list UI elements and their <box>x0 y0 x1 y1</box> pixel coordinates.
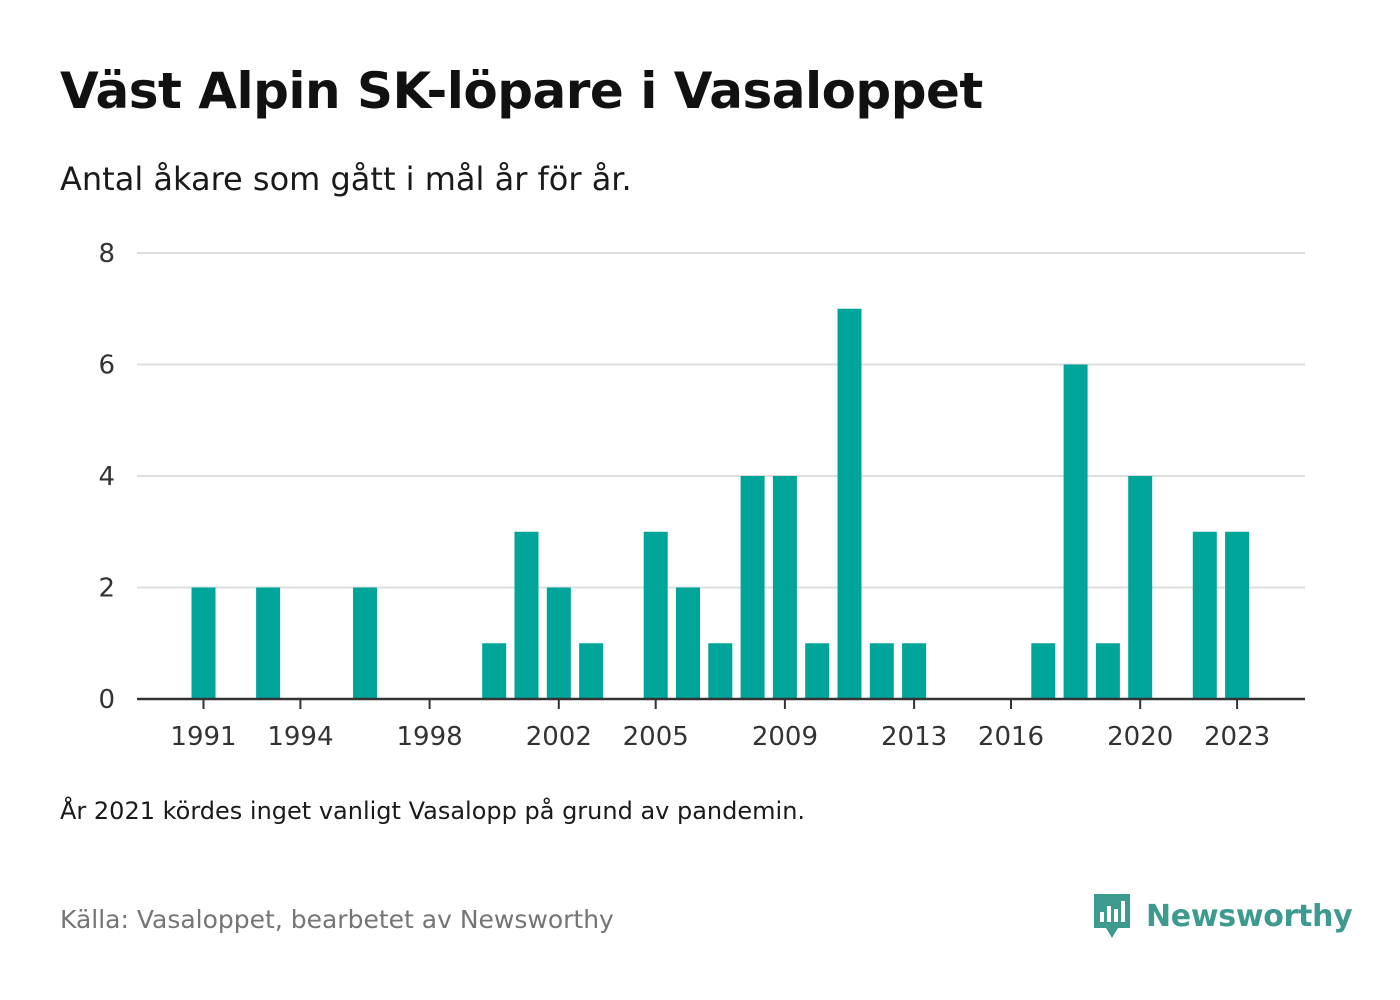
bars <box>191 308 1250 699</box>
x-tick-label: 1998 <box>397 722 463 752</box>
bar-2006 <box>676 587 700 699</box>
x-tick-label: 2005 <box>623 722 689 752</box>
y-tick-label: 8 <box>98 239 115 269</box>
x-tick-label: 2023 <box>1204 722 1270 752</box>
bar-2011 <box>837 308 862 699</box>
y-tick-label: 4 <box>98 462 115 492</box>
brand-name: Newsworthy <box>1146 898 1353 934</box>
bar-1991 <box>191 587 216 699</box>
x-tick-label: 2020 <box>1107 722 1173 752</box>
bar-2020 <box>1128 476 1153 699</box>
bar-2000 <box>482 643 507 699</box>
bar-2003 <box>579 643 604 699</box>
bar-2001 <box>514 531 539 699</box>
bar-2002 <box>546 587 571 699</box>
bar-2008 <box>740 476 765 699</box>
bar-2017 <box>1031 643 1056 699</box>
chart-title: Väst Alpin SK-löpare i Vasaloppet <box>60 62 983 120</box>
x-tick-label: 1994 <box>267 722 333 752</box>
brand-logo[interactable]: Newsworthy <box>1090 890 1353 942</box>
y-tick-label: 2 <box>98 574 115 604</box>
x-tick-label: 2016 <box>978 722 1044 752</box>
x-tick-label: 1991 <box>170 722 236 752</box>
bar-2009 <box>772 476 797 699</box>
bar-2007 <box>708 643 733 699</box>
bar-1996 <box>353 587 377 699</box>
x-tick-label: 2002 <box>526 722 592 752</box>
bar-2013 <box>902 643 927 699</box>
bar-2010 <box>805 643 830 699</box>
x-tick-label: 2009 <box>752 722 818 752</box>
newsworthy-logo-icon <box>1094 894 1130 938</box>
chart-subtitle: Antal åkare som gått i mål år för år. <box>60 160 632 198</box>
source-text: Källa: Vasaloppet, bearbetet av Newswort… <box>60 905 614 934</box>
bar-2022 <box>1192 531 1217 699</box>
bar-2023 <box>1225 531 1250 699</box>
bar-1993 <box>256 587 281 699</box>
bar-2019 <box>1095 643 1120 699</box>
bar-2012 <box>869 643 894 699</box>
y-tick-label: 0 <box>98 685 115 715</box>
chart-note: År 2021 kördes inget vanligt Vasalopp på… <box>60 797 806 825</box>
x-tick-label: 2013 <box>881 722 947 752</box>
bar-2018 <box>1063 364 1088 699</box>
axes: 0 2 4 6 8 1991 1994 1998 2002 2005 2009 2013 2016 202… <box>98 239 1305 752</box>
bar-2005 <box>643 531 668 699</box>
y-tick-label: 6 <box>98 351 115 381</box>
gridlines <box>137 252 1305 589</box>
